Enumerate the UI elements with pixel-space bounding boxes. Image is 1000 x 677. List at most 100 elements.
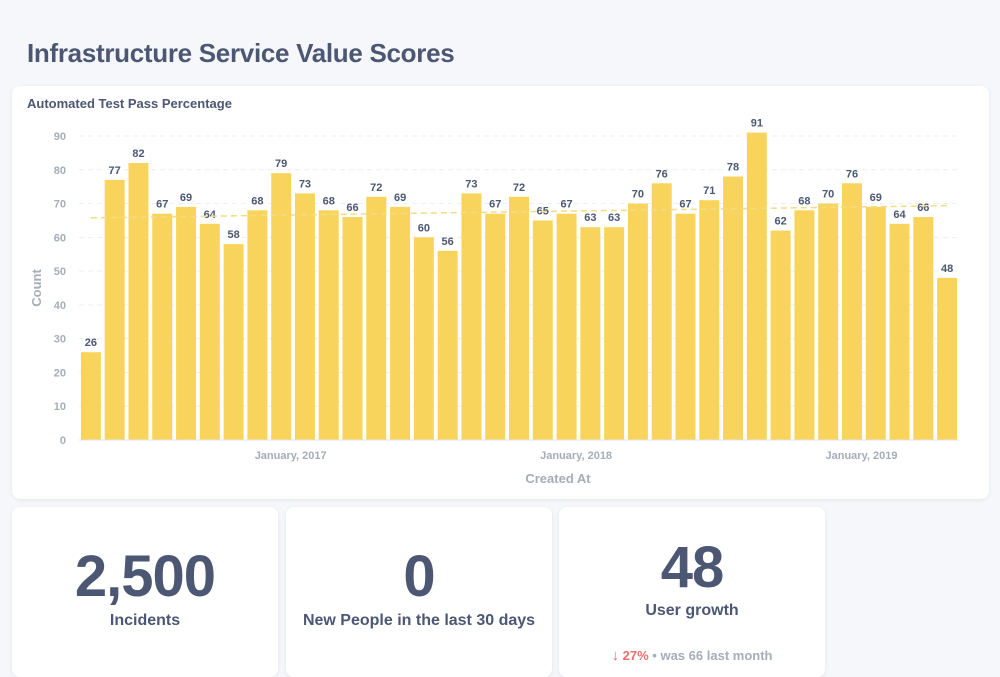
bar-value-label: 68 — [798, 195, 810, 207]
bar-value-label: 64 — [893, 209, 906, 221]
bar[interactable] — [818, 203, 839, 440]
bar-value-label: 79 — [275, 158, 287, 170]
bar[interactable] — [461, 193, 482, 440]
bar[interactable] — [604, 227, 625, 440]
chart-card-title[interactable]: Automated Test Pass Percentage — [27, 96, 232, 111]
bar-value-label: 60 — [418, 222, 430, 234]
bar-value-label: 63 — [608, 212, 620, 224]
x-tick-label: January, 2019 — [826, 450, 898, 462]
bar[interactable] — [413, 237, 434, 440]
bar-value-label: 72 — [513, 182, 525, 194]
bar-value-label: 82 — [132, 148, 144, 160]
bar[interactable] — [437, 250, 458, 440]
bar[interactable] — [770, 230, 791, 440]
bar[interactable] — [271, 173, 292, 440]
bar-value-label: 66 — [917, 202, 929, 214]
y-tick-label: 90 — [54, 131, 66, 143]
new-people-value: 0 — [403, 544, 435, 609]
bar-value-label: 68 — [251, 195, 263, 207]
incidents-card[interactable]: 2,500 Incidents — [12, 507, 278, 677]
x-tick-label: January, 2017 — [255, 450, 327, 462]
y-tick-label: 20 — [54, 367, 66, 379]
bar[interactable] — [865, 206, 886, 440]
bar[interactable] — [723, 176, 744, 440]
dashboard-title: Infrastructure Service Value Scores — [27, 38, 455, 68]
bar-value-label: 71 — [703, 185, 715, 197]
bar[interactable] — [342, 217, 363, 440]
bar-value-label: 73 — [299, 178, 311, 190]
bar-value-label: 72 — [370, 182, 382, 194]
bar[interactable] — [128, 163, 149, 440]
bar[interactable] — [318, 210, 339, 440]
bar-value-label: 67 — [679, 199, 691, 211]
bar-value-label: 77 — [109, 165, 121, 177]
bar[interactable] — [104, 179, 125, 440]
bar[interactable] — [294, 193, 315, 440]
bar[interactable] — [580, 227, 601, 440]
bar-value-label: 76 — [846, 168, 858, 180]
user-growth-value: 48 — [660, 535, 725, 600]
user-growth-card[interactable]: 48 User growth ↓ 27% • was 66 last month — [559, 507, 825, 677]
trend-suffix: last month — [706, 648, 773, 663]
chart-card[interactable]: Automated Test Pass Percentage 0 10 20 30 40… — [12, 86, 989, 499]
bar-value-label: 48 — [941, 263, 953, 275]
bar[interactable] — [556, 213, 577, 440]
bar[interactable] — [390, 206, 411, 440]
bar[interactable] — [532, 220, 553, 440]
bar[interactable] — [485, 213, 506, 440]
bar[interactable] — [699, 200, 720, 440]
user-growth-label[interactable]: User growth — [645, 602, 739, 619]
trend-comparison: ↓ 27% • was 66 last month — [559, 647, 825, 664]
bar[interactable] — [675, 213, 696, 440]
bar-value-label: 70 — [822, 189, 834, 201]
bar-value-label: 66 — [346, 202, 358, 214]
y-axis-title: Count — [29, 269, 44, 307]
bar-value-label: 26 — [85, 337, 97, 349]
bar-value-label: 62 — [774, 216, 786, 228]
trend-prefix: was — [660, 648, 686, 663]
trend-previous: 66 — [688, 648, 704, 663]
bar[interactable] — [247, 210, 268, 440]
new-people-label[interactable]: New People in the last 30 days — [302, 612, 536, 629]
bar-value-label: 56 — [442, 236, 454, 248]
new-people-card[interactable]: 0 New People in the last 30 days — [286, 507, 552, 677]
bar[interactable] — [509, 196, 529, 440]
x-axis-title: Created At — [525, 471, 591, 486]
bar[interactable] — [794, 210, 815, 440]
bar[interactable] — [152, 213, 173, 440]
y-tick-label: 60 — [54, 232, 66, 244]
bar-value-label: 67 — [489, 199, 501, 211]
bar-value-label: 58 — [227, 229, 239, 241]
bar[interactable] — [746, 132, 767, 440]
bar-value-label: 63 — [584, 212, 596, 224]
bar[interactable] — [199, 223, 220, 440]
bar[interactable] — [913, 217, 934, 440]
bar-value-label: 73 — [465, 178, 477, 190]
incidents-label[interactable]: Incidents — [109, 612, 181, 629]
bar[interactable] — [841, 183, 862, 440]
bar-value-label: 91 — [751, 118, 763, 130]
y-tick-label: 80 — [54, 165, 66, 177]
y-tick-label: 40 — [54, 300, 66, 312]
y-tick-label: 30 — [54, 334, 66, 346]
bar-value-label: 64 — [204, 209, 217, 221]
bar[interactable] — [627, 203, 648, 440]
bar[interactable] — [889, 223, 910, 440]
trend-separator: • — [652, 648, 657, 663]
bar-value-label: 69 — [870, 192, 882, 204]
bar[interactable] — [366, 196, 387, 440]
y-tick-label: 10 — [54, 401, 66, 413]
bar-value-label: 69 — [180, 192, 192, 204]
bar[interactable] — [651, 183, 672, 440]
bar-value-label: 68 — [323, 195, 335, 207]
bar-value-label: 69 — [394, 192, 406, 204]
bar[interactable] — [937, 277, 958, 440]
bar-value-label: 78 — [727, 162, 739, 174]
y-tick-label: 0 — [60, 435, 66, 447]
bar[interactable] — [176, 206, 197, 440]
bar-value-label: 76 — [656, 168, 668, 180]
bar[interactable] — [223, 244, 244, 440]
bar[interactable] — [80, 352, 101, 440]
y-tick-label: 50 — [54, 266, 66, 278]
bar-value-label: 67 — [156, 199, 168, 211]
